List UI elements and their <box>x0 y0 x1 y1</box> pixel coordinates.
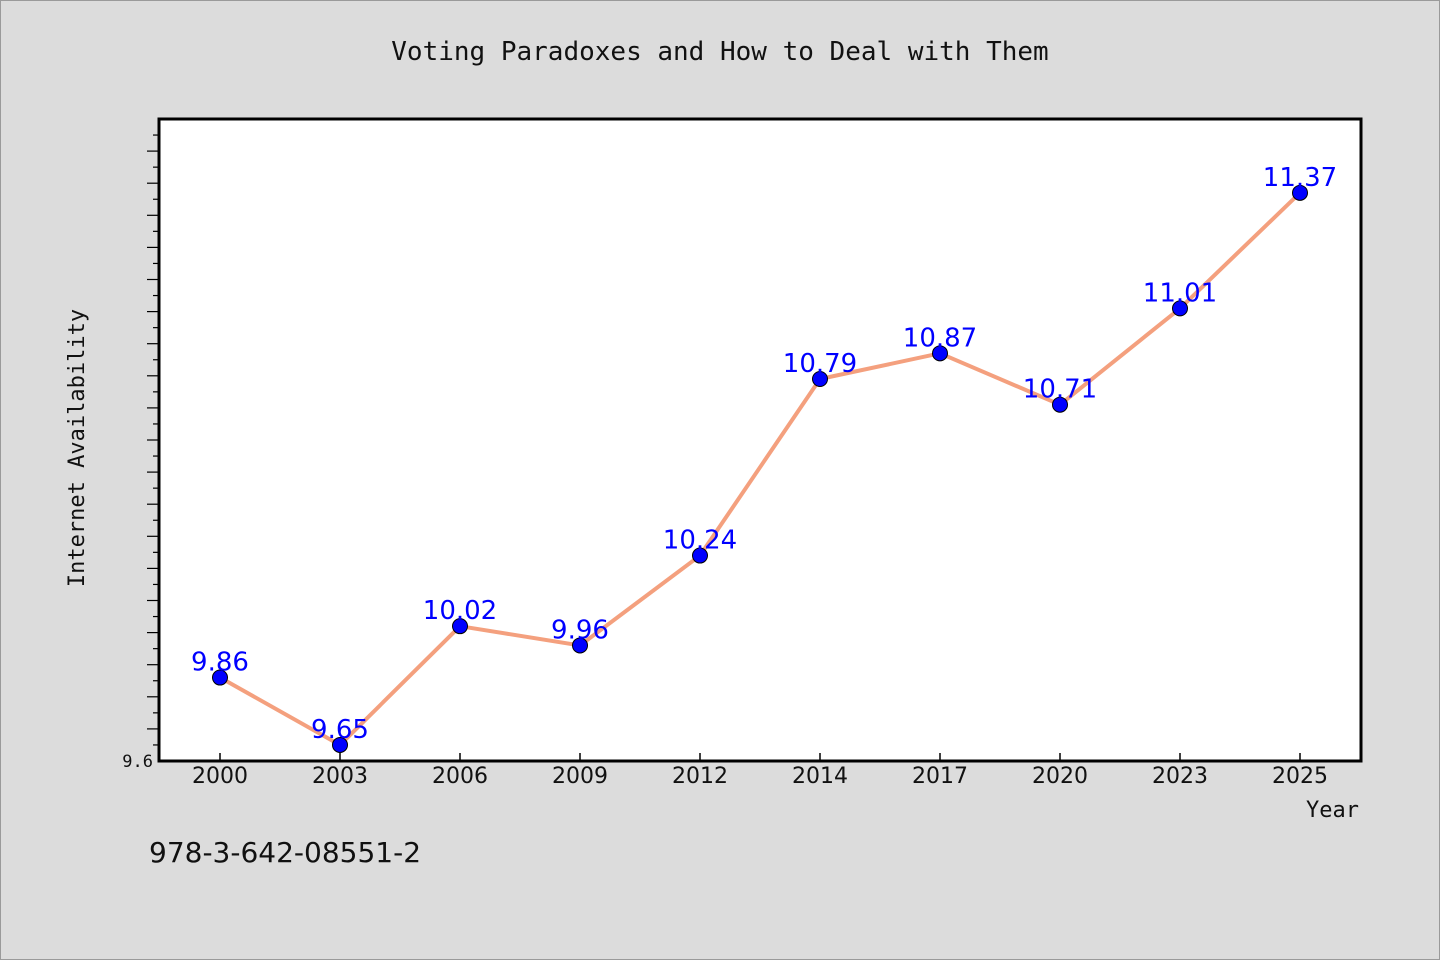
x-tick-label: 2009 <box>552 764 608 789</box>
data-label-2020: 10.71 <box>1023 375 1097 405</box>
data-point-2025 <box>1292 184 1308 201</box>
data-label-2009: 9.96 <box>551 615 609 645</box>
data-label-2003: 9.65 <box>311 715 369 745</box>
data-point-2009 <box>572 637 588 654</box>
data-point-2000 <box>212 669 228 686</box>
data-label-2000: 9.86 <box>191 648 249 678</box>
plot-area <box>157 117 1363 763</box>
x-tick-label: 2012 <box>672 764 728 789</box>
x-tick-label: 2003 <box>312 764 368 789</box>
data-label-2025: 11.37 <box>1263 163 1337 193</box>
data-point-2023 <box>1172 300 1188 317</box>
x-axis-ticks: 2000 2003 2006 2009 2012 2014 2017 2020 2023 2025 <box>192 753 1328 789</box>
series-line <box>219 191 1302 747</box>
x-tick-label: 2000 <box>192 764 248 789</box>
data-point-2014 <box>812 371 828 388</box>
x-tick-label: 2006 <box>432 764 488 789</box>
data-label-2012: 10.24 <box>663 526 737 556</box>
chart-title: Voting Paradoxes and How to Deal with Th… <box>391 37 1048 67</box>
y-axis-ticks: 9.6 <box>122 134 159 772</box>
x-tick-label: 2014 <box>792 764 848 789</box>
data-label-2023: 11.01 <box>1143 278 1217 308</box>
x-axis-label: Year <box>1306 798 1359 823</box>
x-tick-label: 2025 <box>1272 764 1328 789</box>
data-point-2003 <box>332 736 348 753</box>
data-point-2006 <box>452 618 468 635</box>
data-labels: 9.86 9.65 10.02 9.96 10.24 10.79 10.87 10.71 11.… <box>191 163 1337 745</box>
y-axis-label: Internet Availability <box>65 309 90 587</box>
footnote-isbn: 978-3-642-08551-2 <box>149 836 421 869</box>
data-label-2014: 10.79 <box>783 349 857 379</box>
data-point-2017 <box>932 345 948 362</box>
data-label-2006: 10.02 <box>423 596 497 626</box>
y-tick-label: 9.6 <box>122 752 153 772</box>
x-tick-label: 2020 <box>1032 764 1088 789</box>
data-point-2012 <box>692 547 708 564</box>
x-tick-label: 2023 <box>1152 764 1208 789</box>
data-point-2020 <box>1052 396 1068 413</box>
series-markers <box>212 184 1308 753</box>
data-label-2017: 10.87 <box>903 323 977 353</box>
x-tick-label: 2017 <box>912 764 968 789</box>
